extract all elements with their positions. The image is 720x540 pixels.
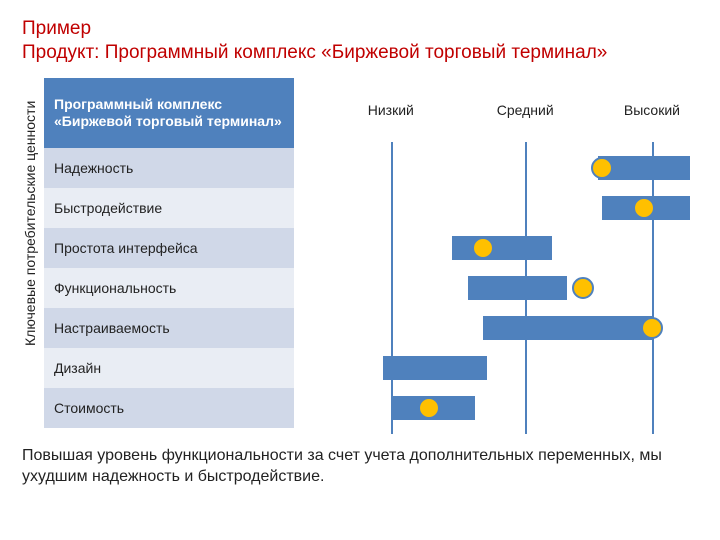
chart-block: Низкий Средний Высокий [314,78,698,428]
table-row: Надежность [44,148,294,188]
gridline [391,142,393,434]
value-marker [591,157,613,179]
value-marker [633,197,655,219]
slide-title-line1: Пример [22,18,698,40]
table-row: Функциональность [44,268,294,308]
table-row: Дизайн [44,348,294,388]
value-marker [472,237,494,259]
range-bar [483,316,652,340]
range-bar [468,276,568,300]
table-row: Быстродействие [44,188,294,228]
y-axis-label: Ключевые потребительские ценности [22,93,38,413]
footer-note: Повышая уровень функциональности за счет… [22,446,698,488]
value-marker [572,277,594,299]
scale-high: Высокий [624,102,680,118]
table-row: Простота интерфейса [44,228,294,268]
scale-low: Низкий [368,102,414,118]
chart-area [314,148,698,428]
slide-title-line2: Продукт: Программный комплекс «Биржевой … [22,42,698,64]
criteria-table: Программный комплекс «Биржевой торговый … [44,78,294,428]
table-row: Стоимость [44,388,294,428]
main-content: Ключевые потребительские ценности Програ… [22,78,698,428]
gridline [652,142,654,434]
value-marker [641,317,663,339]
range-bar [383,356,487,380]
scale-labels: Низкий Средний Высокий [314,78,698,148]
range-bar [452,236,552,260]
scale-mid: Средний [497,102,554,118]
table-row: Настраиваемость [44,308,294,348]
value-marker [418,397,440,419]
table-header: Программный комплекс «Биржевой торговый … [44,78,294,148]
